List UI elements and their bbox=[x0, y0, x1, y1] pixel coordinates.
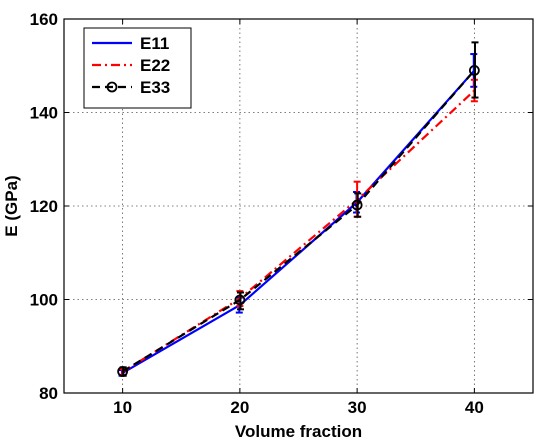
tick-labels: 10 20 30 40 80 100 120 140 160 bbox=[30, 10, 484, 417]
legend: E11 E22 E33 bbox=[83, 27, 192, 109]
series-layer bbox=[117, 41, 480, 377]
axes bbox=[63, 18, 534, 394]
x-tick-label: 40 bbox=[465, 398, 484, 417]
y-tick-label: 120 bbox=[30, 197, 58, 216]
series-line-E11 bbox=[122, 69, 476, 374]
legend-item-E22: E22 bbox=[92, 56, 170, 75]
data-point-E33 bbox=[117, 366, 129, 377]
y-tick-label: 100 bbox=[30, 291, 58, 310]
data-point-E33 bbox=[468, 65, 480, 76]
legend-label-E33: E33 bbox=[140, 78, 170, 97]
legend-item-E11: E11 bbox=[92, 34, 169, 53]
x-axis-label: Volume fraction bbox=[235, 422, 362, 441]
legend-box bbox=[83, 27, 192, 109]
series-line-E33 bbox=[122, 69, 476, 373]
x-tick-label: 10 bbox=[113, 398, 132, 417]
legend-item-E33: E33 bbox=[92, 78, 170, 97]
error-bar-E33 bbox=[471, 41, 479, 99]
y-tick-label: 80 bbox=[39, 384, 58, 403]
x-tick-label: 30 bbox=[348, 398, 367, 417]
series-E33 bbox=[117, 41, 480, 377]
y-tick-label: 140 bbox=[30, 104, 58, 123]
legend-label-E22: E22 bbox=[140, 56, 170, 75]
y-axis-label: E (GPa) bbox=[2, 175, 21, 236]
error-bar-E33 bbox=[354, 192, 362, 218]
legend-marker-E33 bbox=[106, 81, 118, 93]
data-point-E33 bbox=[234, 294, 246, 306]
legend-label-E11: E11 bbox=[140, 34, 169, 53]
data-point-E33 bbox=[351, 199, 363, 211]
y-tick-label: 160 bbox=[30, 10, 58, 29]
x-tick-label: 20 bbox=[230, 398, 249, 417]
series-E22 bbox=[119, 78, 478, 376]
series-line-E22 bbox=[122, 89, 476, 373]
